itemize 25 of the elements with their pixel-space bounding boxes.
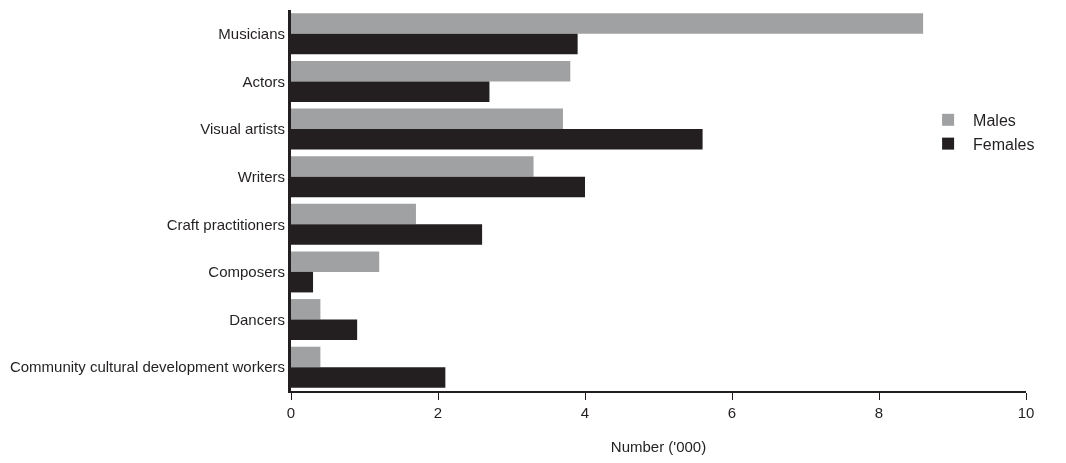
x-tick-label: 4 [580,403,590,421]
bar [291,60,571,82]
bar [291,346,321,368]
bar [291,13,924,34]
x-tick-label: 10 [1017,403,1035,421]
bar [291,251,380,272]
y-tick-label: Actors [242,72,285,90]
y-tick-label: Musicians [218,25,285,43]
y-tick-label: Community cultural development workers [9,358,285,376]
bar [291,299,321,320]
x-tick-label: 8 [874,403,884,421]
legend-label: Males [973,112,1016,130]
x-tick-label: 0 [286,403,296,421]
y-tick-label: Composers [208,263,285,281]
y-tick-label: Dancers [229,310,285,328]
y-tick-label: Craft practitioners [166,215,285,233]
bar [291,156,534,177]
bar [291,203,416,225]
y-tick-label: Visual artists [200,120,285,138]
x-axis-title: Number ('000) [610,438,707,456]
x-tick-label: 2 [433,403,443,421]
legend-label: Females [973,135,1035,153]
bar [291,108,563,130]
x-tick-label: 6 [727,403,737,421]
y-tick-label: Writers [237,167,285,185]
